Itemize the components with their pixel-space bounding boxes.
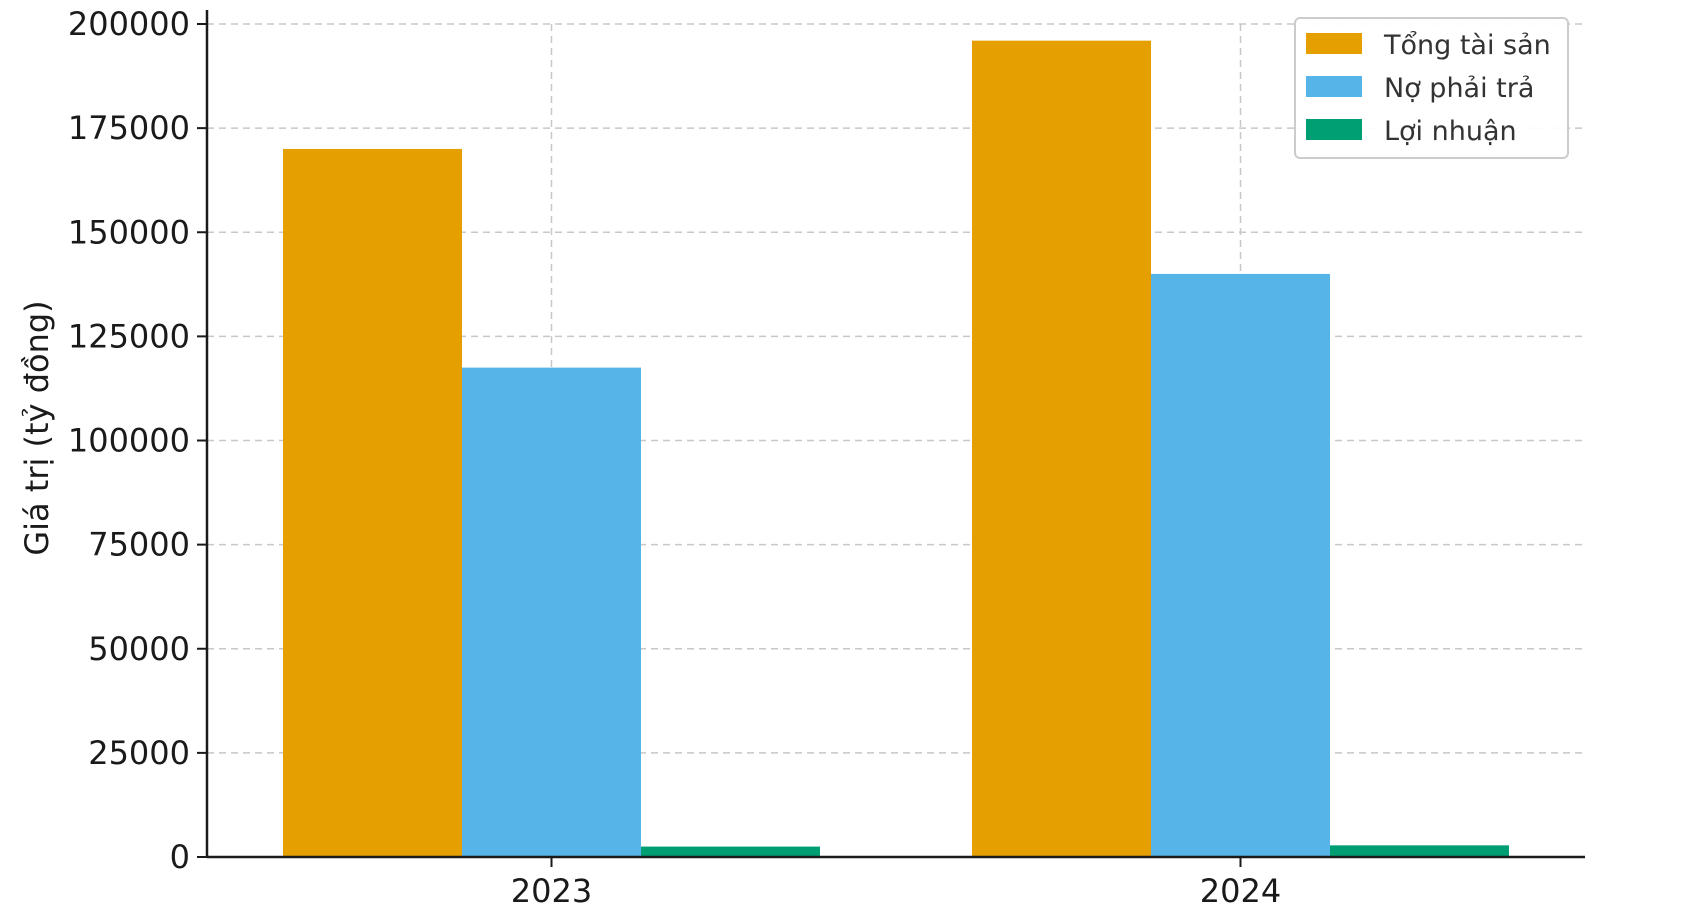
x-tick-label: 2023 xyxy=(511,872,592,908)
bar-2024-series-2 xyxy=(1330,845,1509,857)
legend-swatch xyxy=(1306,76,1362,97)
bar-2023-series-0 xyxy=(283,148,462,857)
legend-label: Nợ phải trả xyxy=(1384,73,1534,104)
legend: Tổng tài sản Nợ phải trả Lợi nhuận xyxy=(1294,17,1569,159)
y-tick-label: 50000 xyxy=(88,630,190,668)
legend-swatch xyxy=(1306,119,1362,140)
bar-2024-series-0 xyxy=(972,40,1151,858)
x-tick-label: 2024 xyxy=(1200,872,1281,908)
bar-2024-series-1 xyxy=(1151,273,1330,857)
y-axis-label: Giá trị (tỷ đồng) xyxy=(18,300,56,555)
bar-2023-series-1 xyxy=(462,367,641,857)
y-tick-label: 100000 xyxy=(68,422,190,460)
y-tick-label: 150000 xyxy=(68,213,190,251)
bar-2023-series-2 xyxy=(641,846,820,857)
y-tick-label: 0 xyxy=(170,838,190,876)
y-tick-label: 200000 xyxy=(68,5,190,43)
axis-layer: 0 25000 50000 75000 100000 125000 150000 175000… xyxy=(68,5,1585,908)
y-tick-label: 75000 xyxy=(88,526,190,564)
y-tick-label: 25000 xyxy=(88,734,190,772)
y-tick-label: 125000 xyxy=(68,317,190,355)
bar-layer xyxy=(283,40,1509,858)
legend-label: Lợi nhuận xyxy=(1384,116,1517,147)
legend-label: Tổng tài sản xyxy=(1383,30,1551,61)
legend-frame xyxy=(1294,17,1569,159)
y-tick-label: 175000 xyxy=(68,109,190,147)
legend-swatch xyxy=(1306,33,1362,54)
